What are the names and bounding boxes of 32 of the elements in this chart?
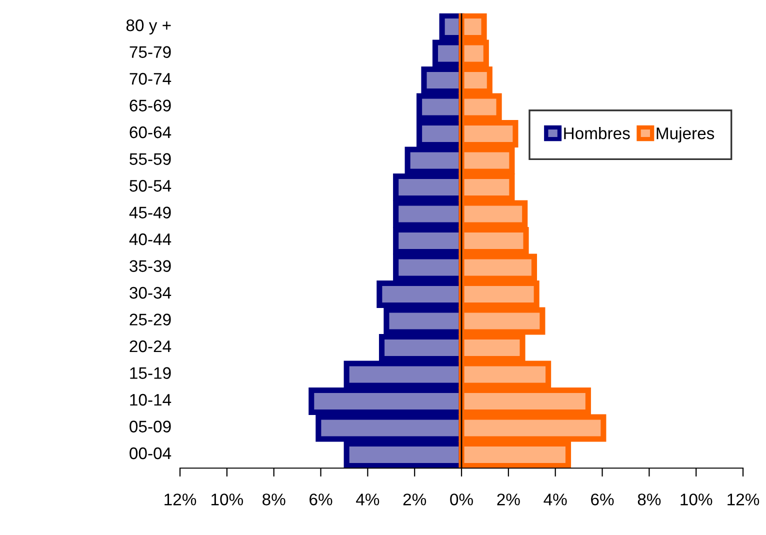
y-tick-label: 45-49 (129, 206, 171, 218)
legend-label: Mujeres (656, 127, 714, 143)
y-tick-label: 35-39 (130, 260, 171, 272)
y-tick-label: 60-64 (130, 126, 172, 138)
x-tick-label: 4% (356, 494, 380, 506)
y-tick-label: 70-74 (130, 72, 172, 85)
y-tick-label: 25-29 (130, 314, 171, 326)
x-tick-label: 12% (728, 494, 760, 506)
y-tick-label: 10-14 (130, 394, 172, 406)
y-tick-label: 05-09 (130, 420, 171, 432)
y-tick-label: 15-19 (130, 367, 171, 379)
y-tick-label: 50-54 (130, 180, 172, 192)
x-tick-label: 10% (680, 494, 712, 506)
y-tick-label: 30-34 (130, 286, 172, 299)
legend-label: Hombres (564, 127, 630, 140)
x-tick-label: 6% (591, 494, 614, 506)
x-tick-label: 4% (544, 494, 567, 506)
x-tick-label: 0% (450, 494, 473, 506)
y-tick-label: 80 y + (126, 19, 171, 35)
x-tick-label: 2% (403, 494, 426, 506)
y-tick-label: 00-04 (130, 447, 172, 460)
x-tick-label: 2% (497, 494, 520, 506)
x-tick-label: 8% (638, 494, 661, 506)
y-tick-label: 40-44 (129, 233, 172, 246)
y-tick-label: 20-24 (130, 340, 172, 352)
y-tick-label: 55-59 (130, 153, 171, 165)
x-tick-label: 6% (310, 494, 332, 506)
y-tick-label: 75-79 (130, 46, 171, 58)
x-tick-label: 12% (164, 494, 196, 506)
x-tick-label: 8% (262, 494, 286, 506)
y-tick-label: 65-69 (130, 100, 171, 112)
x-tick-label: 10% (212, 494, 244, 506)
